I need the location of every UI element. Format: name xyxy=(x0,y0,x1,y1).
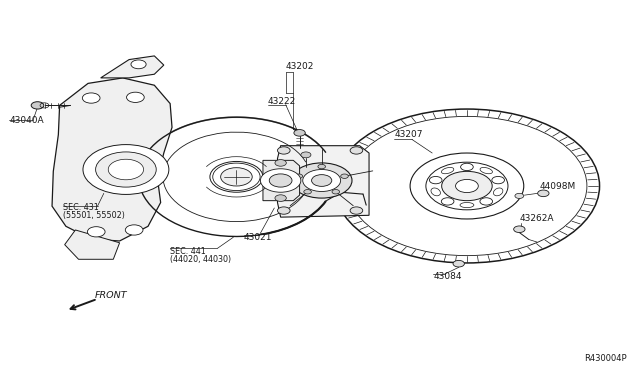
Circle shape xyxy=(31,102,44,109)
Ellipse shape xyxy=(442,167,454,174)
Circle shape xyxy=(95,152,156,187)
Circle shape xyxy=(312,174,332,186)
Polygon shape xyxy=(100,56,164,78)
Ellipse shape xyxy=(480,167,492,174)
Text: SEC. 441: SEC. 441 xyxy=(170,247,206,256)
Text: 43084: 43084 xyxy=(433,272,462,281)
Circle shape xyxy=(278,147,290,154)
Polygon shape xyxy=(278,146,369,217)
Text: (44020, 44030): (44020, 44030) xyxy=(170,255,231,264)
Circle shape xyxy=(221,168,252,186)
Circle shape xyxy=(269,174,292,187)
Circle shape xyxy=(514,226,525,232)
Circle shape xyxy=(429,176,442,184)
Circle shape xyxy=(301,152,311,158)
Circle shape xyxy=(83,145,169,195)
Text: 43207: 43207 xyxy=(394,130,423,139)
Ellipse shape xyxy=(493,188,503,196)
Circle shape xyxy=(340,174,348,179)
Ellipse shape xyxy=(431,188,440,196)
Circle shape xyxy=(304,190,312,194)
Circle shape xyxy=(127,92,144,102)
Circle shape xyxy=(210,161,263,192)
Circle shape xyxy=(515,193,524,198)
Circle shape xyxy=(295,174,303,179)
Circle shape xyxy=(275,195,286,201)
Circle shape xyxy=(291,163,352,198)
Text: 44098M: 44098M xyxy=(540,182,576,190)
Circle shape xyxy=(318,164,326,169)
Circle shape xyxy=(442,171,492,201)
Circle shape xyxy=(131,60,146,69)
Text: 43222: 43222 xyxy=(268,97,296,106)
Circle shape xyxy=(108,159,143,180)
Circle shape xyxy=(260,169,301,192)
Circle shape xyxy=(350,147,363,154)
Circle shape xyxy=(88,227,105,237)
Ellipse shape xyxy=(460,202,474,208)
Text: R430004P: R430004P xyxy=(584,354,627,363)
Circle shape xyxy=(461,163,473,171)
Text: 43262A: 43262A xyxy=(519,214,554,223)
Circle shape xyxy=(83,93,100,103)
Circle shape xyxy=(125,225,143,235)
Text: 43202: 43202 xyxy=(285,62,314,71)
Circle shape xyxy=(334,109,600,263)
Text: (55501, 55502): (55501, 55502) xyxy=(63,211,125,220)
Circle shape xyxy=(275,160,286,166)
Polygon shape xyxy=(65,230,120,259)
Circle shape xyxy=(456,179,478,193)
Circle shape xyxy=(332,190,340,194)
Polygon shape xyxy=(263,160,300,201)
Text: 43040A: 43040A xyxy=(9,116,44,125)
Circle shape xyxy=(350,207,363,214)
Circle shape xyxy=(442,198,454,205)
Circle shape xyxy=(538,190,549,197)
Polygon shape xyxy=(52,78,172,241)
Circle shape xyxy=(303,170,340,192)
Circle shape xyxy=(453,260,465,267)
Circle shape xyxy=(294,129,305,136)
Text: 43021: 43021 xyxy=(244,233,273,242)
Text: FRONT: FRONT xyxy=(94,291,127,301)
Circle shape xyxy=(492,176,504,184)
Text: SEC. 431: SEC. 431 xyxy=(63,203,99,212)
Circle shape xyxy=(480,198,493,205)
Circle shape xyxy=(278,207,290,214)
